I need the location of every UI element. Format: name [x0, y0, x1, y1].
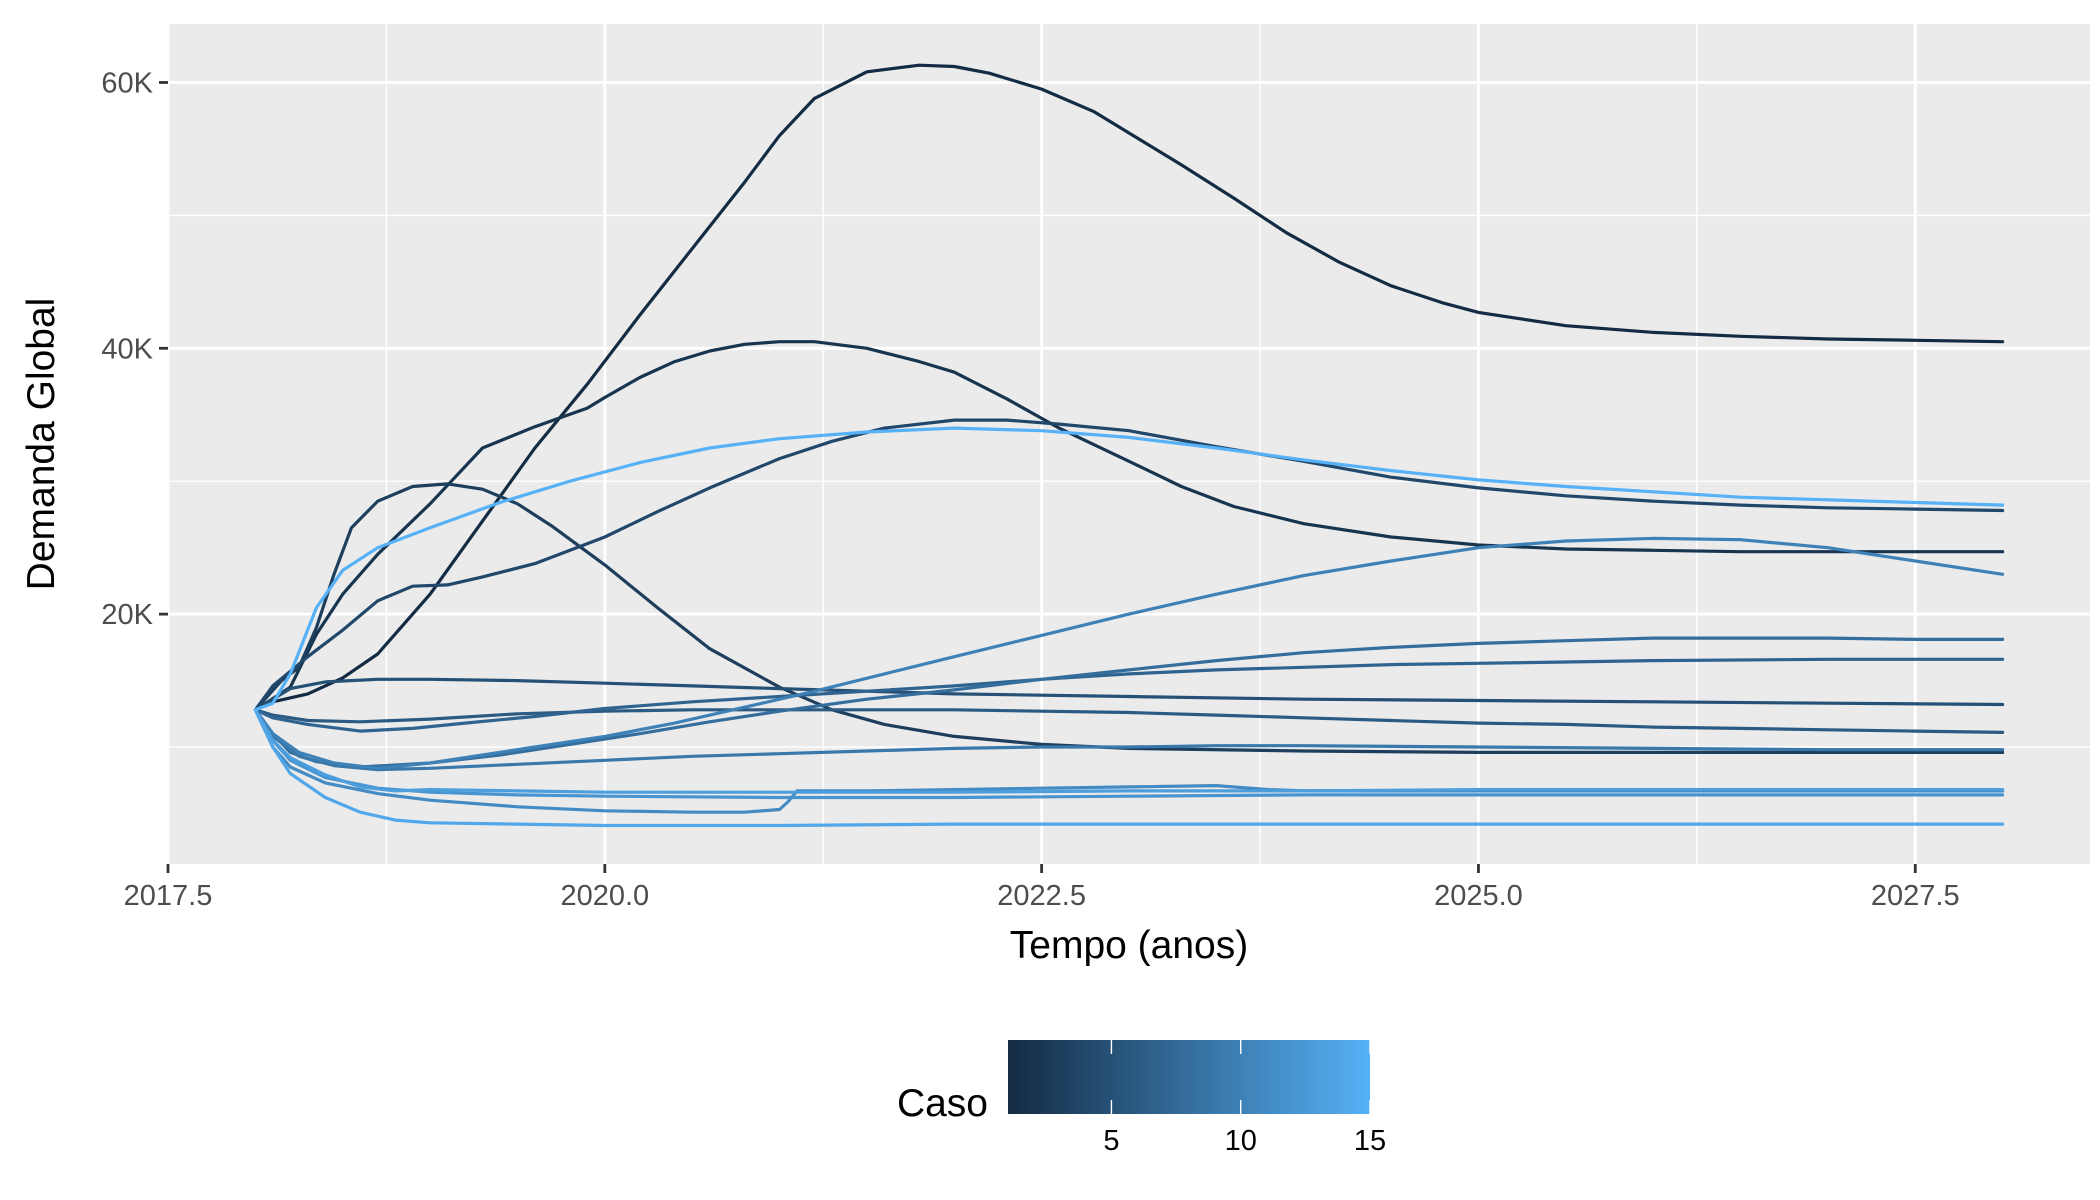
series-line-caso-6 [253, 708, 2005, 734]
series-line-caso-12 [253, 708, 2005, 800]
series-line-caso-10 [253, 536, 2005, 770]
x-axis-title: Tempo (anos) [1010, 924, 1248, 967]
colorbar-tick-label: 15 [1354, 1125, 1386, 1157]
series-line-caso-7 [253, 657, 2005, 733]
series-line-caso-9 [253, 708, 2005, 772]
x-tick-label: 2020.0 [560, 880, 649, 912]
legend: Caso 5 10 15 [897, 1040, 1386, 1157]
series-lines [253, 63, 2005, 828]
series-line-caso-15 [253, 426, 2005, 712]
legend-title: Caso [897, 1082, 988, 1125]
series-line-caso-13 [253, 708, 2005, 794]
x-tick-label: 2025.0 [1434, 880, 1523, 912]
series-line-caso-1 [253, 63, 2005, 712]
y-tick-label: 60K [101, 67, 153, 99]
axis-ticks [159, 81, 1917, 873]
y-axis-title: Demanda Global [20, 298, 63, 591]
series-line-caso-4 [253, 418, 2005, 712]
y-tick-label: 40K [101, 333, 153, 365]
series-line-caso-5 [253, 677, 2005, 712]
x-tick-label: 2022.5 [997, 880, 1086, 912]
x-tick-label: 2017.5 [124, 880, 213, 912]
colorbar-tick-label: 5 [1103, 1125, 1119, 1157]
colorbar-tick-label: 10 [1225, 1125, 1257, 1157]
series-line-caso-14 [253, 708, 2005, 828]
x-tick-labels: 2017.5 2020.0 2022.5 2025.0 2027.5 [124, 880, 1960, 912]
legend-ticks: 5 10 15 [1103, 1040, 1386, 1157]
plot-panel [168, 24, 2090, 864]
y-tick-labels: 20K 40K 60K [101, 67, 153, 631]
y-tick-label: 20K [101, 599, 153, 631]
legend-colorbar [1008, 1040, 1370, 1114]
x-tick-label: 2027.5 [1871, 880, 1960, 912]
series-line-caso-3 [253, 482, 2005, 754]
